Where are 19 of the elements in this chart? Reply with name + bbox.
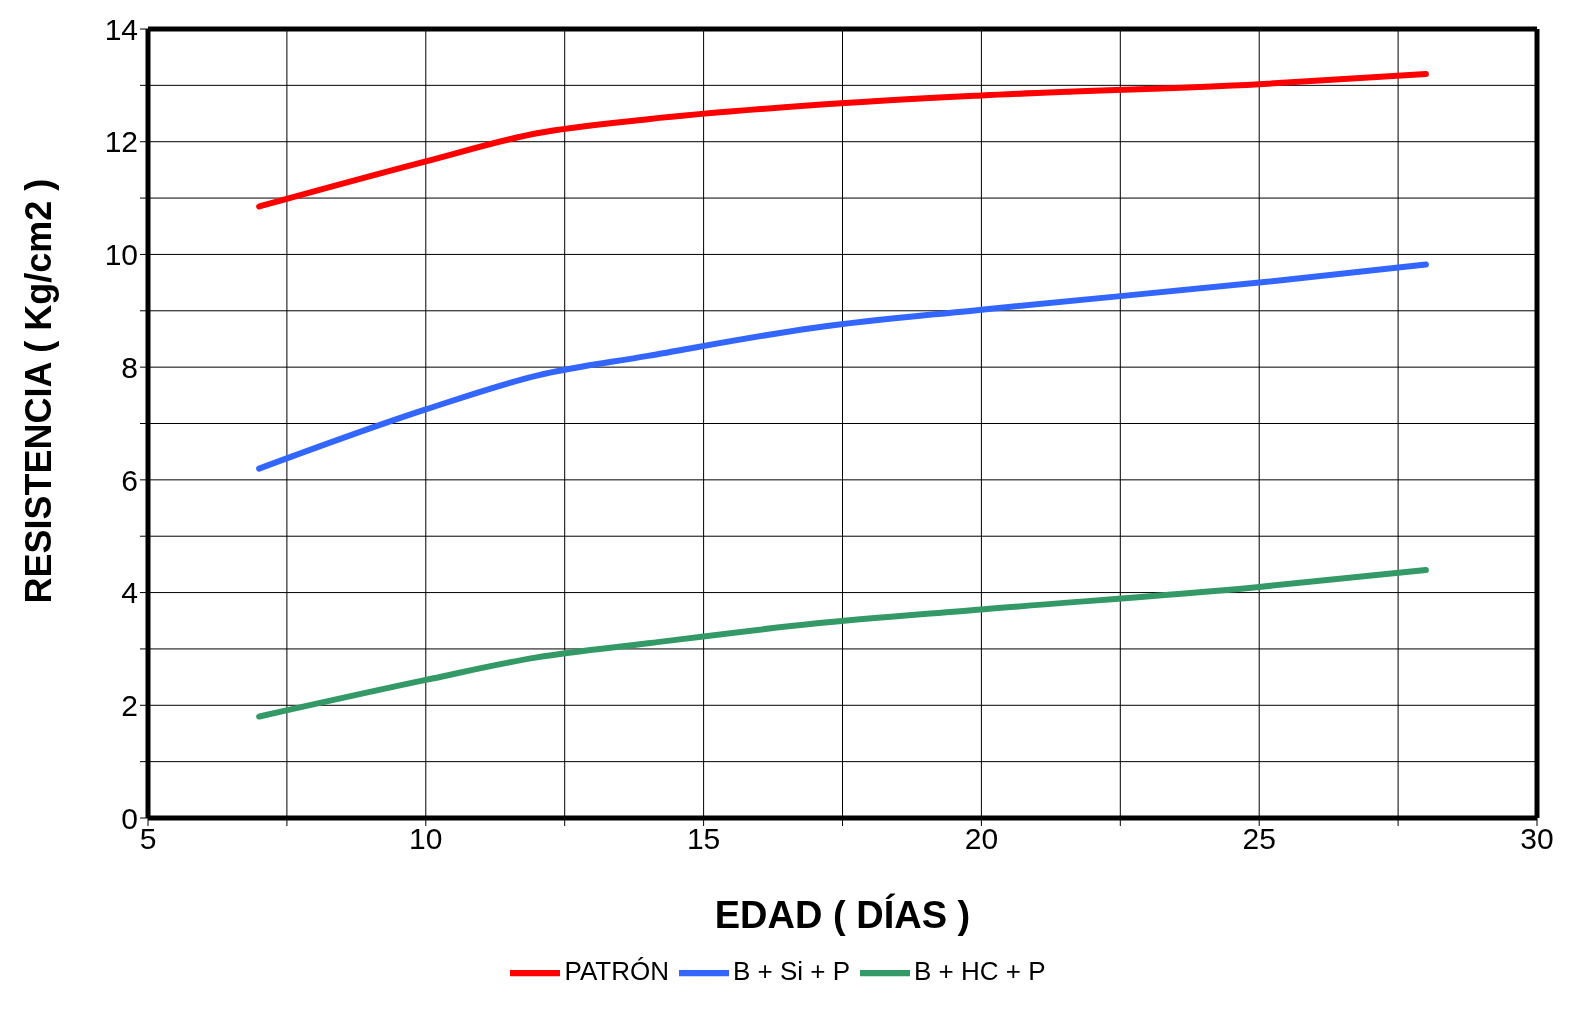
y-tick-label: 12 [104, 125, 138, 159]
x-tick-label: 20 [964, 822, 999, 856]
legend-label: B + Si + P [732, 955, 851, 986]
x-tick-label: 10 [409, 822, 443, 856]
y-tick-label: 10 [104, 238, 138, 272]
x-tick-label: 25 [1242, 822, 1276, 856]
y-tick-label: 0 [121, 801, 138, 835]
legend-label: B + HC + P [914, 955, 1046, 986]
x-tick-label: 30 [1520, 822, 1554, 856]
x-tick-label: 15 [686, 822, 721, 856]
y-tick-label: 4 [121, 576, 138, 610]
y-tick-label: 14 [104, 12, 138, 46]
y-tick-label: 8 [121, 350, 138, 384]
y-tick-label: 2 [121, 688, 138, 722]
y-axis-title: RESISTENCIA ( Kg/cm2 ) [17, 178, 59, 604]
legend-label: PATRÓN [564, 955, 669, 986]
y-tick-label: 6 [121, 463, 138, 497]
x-tick-label: 5 [139, 822, 157, 856]
x-axis-title: EDAD ( DÍAS ) [714, 893, 971, 936]
